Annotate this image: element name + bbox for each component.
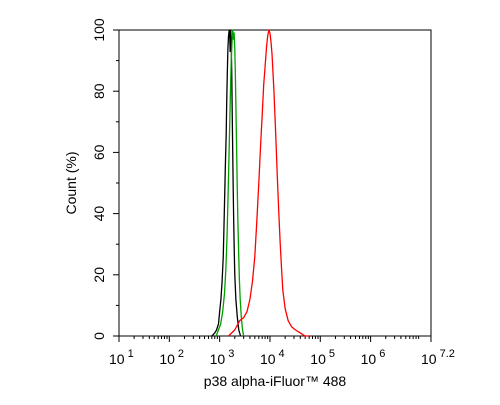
y-tick-label: 40 (91, 206, 107, 222)
histogram-series-1 (211, 29, 242, 337)
x-axis-title: p38 alpha-iFluor™ 488 (204, 373, 347, 389)
x-tick-label: 10 7.2 (421, 348, 455, 367)
y-tick-label: 60 (91, 144, 107, 160)
y-axis: 0 20 40 60 80 100 (91, 18, 119, 340)
y-axis-title: Count (%) (63, 151, 79, 214)
x-tick-label: 10 5 (310, 348, 335, 367)
y-tick-label: 100 (91, 18, 107, 42)
x-tick-label: 10 2 (159, 348, 184, 367)
x-tick-label: 10 4 (260, 348, 285, 367)
y-tick-label: 20 (91, 267, 107, 283)
y-tick-label: 80 (91, 83, 107, 99)
histogram-series-3 (228, 29, 310, 337)
x-axis: 10 1 10 2 10 3 10 4 10 5 10 6 10 7.2 (109, 336, 455, 367)
x-tick-label: 10 3 (210, 348, 235, 367)
x-tick-label: 10 6 (361, 348, 386, 367)
series-layer (211, 29, 310, 337)
x-tick-label: 10 1 (109, 348, 134, 367)
plot-frame (118, 29, 432, 337)
y-tick-label: 0 (91, 332, 107, 340)
histogram-series-2 (215, 29, 245, 337)
